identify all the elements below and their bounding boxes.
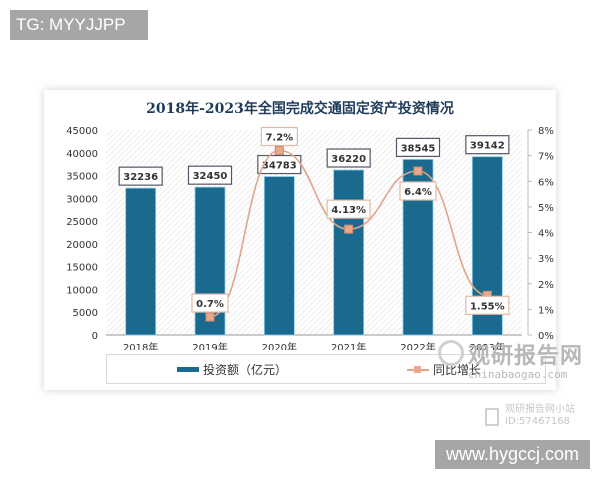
y-left-tick: 5000 xyxy=(73,308,98,319)
bar-value-label: 32236 xyxy=(123,172,158,183)
y-left-tick: 35000 xyxy=(66,172,98,183)
growth-value-label: 0.7% xyxy=(196,299,224,310)
chart-title: 2018年-2023年全国完成交通固定资产投资情况 xyxy=(146,101,454,117)
legend-item-investment: 投资额（亿元） xyxy=(177,361,287,378)
bar-value-label: 38545 xyxy=(401,143,436,154)
y-right-tick: 2% xyxy=(538,280,554,291)
growth-marker xyxy=(274,146,284,155)
growth-value-label: 4.13% xyxy=(331,205,366,216)
y-right-tick: 8% xyxy=(538,126,554,137)
y-left-tick: 30000 xyxy=(66,194,98,205)
y-right-tick: 0% xyxy=(538,331,554,342)
y-right-tick: 6% xyxy=(538,177,554,188)
growth-value-label-box xyxy=(399,181,437,201)
legend-item-growth: 同比增长 xyxy=(407,361,481,378)
growth-value-label: 6.4% xyxy=(404,187,432,198)
watermark-brand: 观研报告网 xyxy=(468,344,584,369)
growth-marker xyxy=(344,224,354,234)
y-left-tick: 20000 xyxy=(66,240,98,251)
growth-value-label: 7.2% xyxy=(265,133,293,144)
growth-value-label-box xyxy=(326,199,371,219)
wechat-channel-icon xyxy=(485,408,499,426)
plot-area xyxy=(106,130,522,335)
wechat-watermark-line2: ID:57467168 xyxy=(505,416,570,427)
line-marker-swatch-icon xyxy=(407,365,429,373)
wechat-watermark: 观研报告网小站 ID:57467168 xyxy=(505,404,575,428)
y-left-tick: 45000 xyxy=(66,126,98,137)
bar-value-label: 32450 xyxy=(193,171,228,182)
bar-value-label-box xyxy=(465,135,510,155)
growth-marker xyxy=(205,312,215,322)
bar-2021年 xyxy=(333,169,365,336)
y-left-tick: 10000 xyxy=(66,285,98,296)
tg-badge: TG: MYYJJPP xyxy=(10,10,148,40)
legend-label-investment: 投资额（亿元） xyxy=(203,363,288,377)
bar-value-label-box xyxy=(326,148,371,168)
watermark-domain: chinabaogao.com xyxy=(468,368,568,381)
bar-2018年 xyxy=(125,187,157,336)
url-badge: www.hygccj.com xyxy=(435,440,590,469)
watermark-eye-icon xyxy=(438,340,464,366)
bar-value-label-box xyxy=(118,166,163,186)
growth-value-label: 1.55% xyxy=(470,301,505,312)
chart-plot: 0 5000 10000 15000 20000 25000 30000 35000 40000… xyxy=(66,126,554,350)
y-right-tick: 3% xyxy=(538,254,554,265)
growth-value-label-box xyxy=(260,126,298,147)
y-right-tick: 1% xyxy=(538,305,554,316)
wechat-watermark-line1: 观研报告网小站 xyxy=(505,404,575,415)
bar-value-label: 34783 xyxy=(262,161,297,172)
y-left-tick: 40000 xyxy=(66,149,98,160)
bar-value-label-box xyxy=(187,165,233,185)
y-right-tick: 4% xyxy=(538,229,554,240)
y-right-tick: 5% xyxy=(538,203,554,214)
x-tick: 2019年 xyxy=(192,341,227,350)
chart-panel: 2018年-2023年全国完成交通固定资产投资情况 0 5000 10000 1500… xyxy=(44,90,556,390)
legend-label-growth: 同比增长 xyxy=(433,363,482,377)
y-left-tick: 15000 xyxy=(66,263,98,274)
growth-value-label-box xyxy=(465,295,510,315)
x-tick: 2023年 xyxy=(470,341,505,350)
bar-value-label: 36220 xyxy=(331,154,366,165)
bar-swatch-icon xyxy=(177,367,199,372)
chart-legend: 投资额（亿元） 同比增长 xyxy=(106,354,546,384)
y-right-tick: 7% xyxy=(538,152,554,163)
y-left-tick: 25000 xyxy=(66,217,98,228)
bar-value-label-box xyxy=(395,137,441,158)
x-tick: 2020年 xyxy=(262,341,297,350)
bar-value-label: 39142 xyxy=(470,141,505,152)
x-tick: 2022年 xyxy=(400,341,435,350)
growth-marker xyxy=(413,166,423,176)
growth-value-label-box xyxy=(191,293,229,313)
x-tick: 2021年 xyxy=(331,341,366,350)
y-left-tick: 0 xyxy=(92,331,98,342)
x-tick: 2018年 xyxy=(123,341,158,350)
bar-2020年 xyxy=(263,176,295,336)
